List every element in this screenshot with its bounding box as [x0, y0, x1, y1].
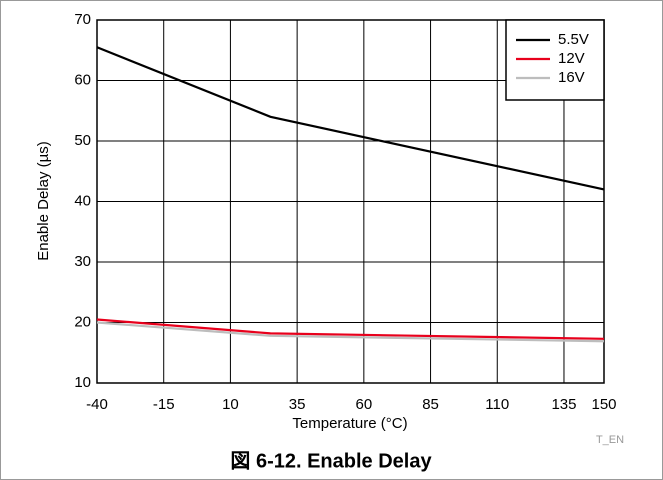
y-axis-label: Enable Delay (µs)	[35, 141, 52, 261]
x-tick-label: 110	[485, 396, 509, 413]
legend-label: 5.5V	[558, 31, 589, 48]
x-tick-label: 10	[222, 396, 239, 413]
x-tick-label: 135	[551, 396, 576, 413]
series-line	[96, 46, 605, 191]
caption: 図 6-12. Enable Delay	[230, 450, 432, 472]
y-tick-label: 60	[74, 71, 91, 88]
legend-label: 12V	[558, 50, 585, 67]
y-tick-label: 40	[74, 192, 91, 209]
x-axis-label: Temperature (°C)	[292, 415, 407, 432]
x-tick-label: -40	[86, 396, 108, 413]
annotation: T_EN	[596, 434, 624, 446]
legend-box	[505, 19, 605, 101]
x-tick-label: 85	[422, 396, 439, 413]
legend-label: 16V	[558, 69, 585, 86]
series-line	[96, 321, 605, 343]
series-line	[96, 318, 605, 340]
y-tick-label: 20	[74, 313, 91, 330]
y-tick-label: 10	[74, 374, 91, 391]
y-tick-label: 30	[74, 253, 91, 270]
x-tick-label: 35	[289, 396, 306, 413]
x-tick-label: 60	[355, 396, 372, 413]
y-tick-label: 50	[74, 132, 91, 149]
x-tick-label: -15	[153, 396, 175, 413]
plot-border	[96, 19, 605, 384]
y-tick-label: 70	[74, 11, 91, 28]
x-tick-label: 150	[591, 396, 616, 413]
